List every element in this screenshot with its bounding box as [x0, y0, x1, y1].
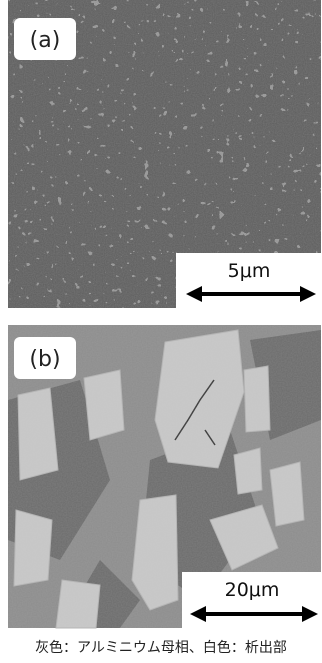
panel-a: (a) 5μm	[8, 0, 321, 308]
figure: (a) 5μm (b) 20μm	[0, 0, 322, 663]
panel-label: (a)	[30, 28, 61, 53]
panel-b: (b) 20μm	[8, 325, 321, 628]
scale-bar-label: 5μm	[228, 260, 271, 282]
scale-bar-label: 20μm	[225, 579, 280, 601]
caption: 灰色：アルミニウム母相、白色：析出部	[35, 639, 287, 656]
panel-label: (b)	[29, 347, 60, 372]
